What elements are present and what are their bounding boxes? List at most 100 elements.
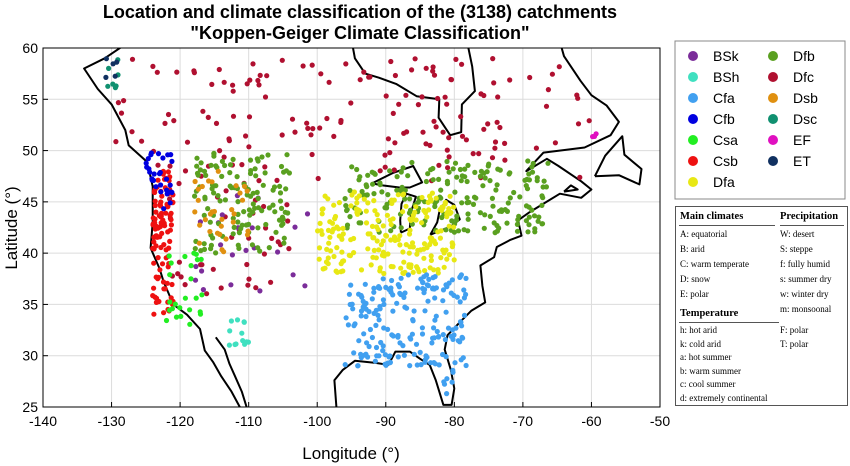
catchment-point-cfb [147,169,153,175]
catchment-point-dfc [415,102,421,108]
catchment-point-dfc [586,118,592,124]
catchment-point-dfb [472,169,478,175]
catchment-point-csa [182,295,188,301]
catchment-point-dfb [457,166,463,173]
catchment-point-dfc [545,87,552,93]
catchment-point-dfc [497,124,503,131]
catchment-point-dsb [241,183,248,189]
catchment-point-csb [156,213,162,219]
catchment-point-dfb [208,162,214,168]
catchment-point-dfb [255,245,261,251]
catchment-point-dfb [415,199,421,205]
catchment-point-cfa [449,379,455,385]
catchment-point-dfa [335,226,342,232]
catchment-point-dfc [575,121,582,127]
catchment-point-dfb [277,198,284,204]
key-main-title: Main climates [680,211,744,222]
catchment-point-dfc [419,94,425,100]
catchment-point-dfa [329,220,336,226]
catchment-point-dfc [268,279,274,285]
catchment-point-csb [152,294,158,300]
catchment-point-csb [158,244,164,251]
catchment-point-csb [168,210,174,216]
catchment-point-csb [151,239,157,245]
catchment-point-csb [162,286,168,292]
catchment-point-csb [162,223,168,229]
catchment-point-dfa [410,269,416,275]
catchment-point-dfc [286,246,292,252]
catchment-point-dfb [532,226,538,232]
catchment-point-bsk [218,242,224,248]
catchment-point-bsk [257,288,263,294]
catchment-point-dfb [465,211,471,217]
catchment-point-dfc [331,133,337,139]
catchment-point-dfb [496,225,502,231]
catchment-point-bsk [199,268,205,274]
catchment-point-dfc [155,162,161,168]
catchment-point-dfb [266,245,272,251]
catchment-point-dfa [390,216,396,222]
catchment-point-dfb [213,250,219,256]
catchment-point-dfc [481,92,487,99]
catchment-point-dfc [210,266,216,272]
catchment-point-dfc [200,108,206,114]
catchment-point-dfb [409,159,415,166]
catchment-point-cfa [364,340,370,346]
catchment-point-dfb [490,203,496,209]
catchment-point-cfa [360,304,366,310]
catchment-point-dfb [402,196,408,202]
catchment-point-cfa [422,308,428,314]
y-axis-label: Latitude (°) [2,186,21,269]
catchment-point-dfa [392,237,398,243]
catchment-point-dfb [344,225,350,231]
catchment-point-cfa [387,360,393,366]
catchment-point-dfa [351,189,357,195]
catchment-point-dfb [284,152,290,158]
catchment-point-dfb [539,221,545,227]
catchment-point-cfa [459,323,465,329]
catchment-point-dfa [388,237,394,243]
catchment-point-dfc [326,79,332,85]
catchment-point-dfb [505,200,511,206]
catchment-point-dfa [381,270,387,277]
catchment-point-cfa [450,367,456,373]
catchment-point-dsb [202,217,208,223]
catchment-point-dfc [491,80,497,86]
catchment-point-dfc [154,69,160,75]
catchment-point-dfb [359,188,365,195]
catchment-point-cfa [397,340,403,346]
catchment-point-csb [160,279,167,285]
catchment-point-dfb [514,221,521,227]
catchment-point-dfa [441,264,447,270]
catchment-point-dfa [427,235,433,241]
catchment-point-dfb [201,212,207,218]
key-precip-title: Precipitation [780,211,839,222]
catchment-point-dfa [421,241,428,247]
catchment-point-dfa [374,224,380,230]
catchment-point-cfa [350,306,356,312]
catchment-point-cfa [419,331,426,337]
catchment-point-cfa [401,294,407,300]
catchment-point-dfc [315,175,321,182]
chart-title-line-2: "Koppen-Geiger Climate Classification" [190,23,530,43]
catchment-point-dfc [230,113,237,119]
catchment-point-dfb [400,165,406,171]
catchment-point-csa [166,253,172,259]
catchment-point-dfb [529,164,535,170]
catchment-point-cfa [415,285,421,291]
catchment-point-dfa [317,220,323,226]
catchment-point-dsb [195,186,201,192]
catchment-point-dfc [459,61,465,67]
catchment-point-dfa [373,255,379,261]
catchment-point-dfa [414,251,420,257]
legend-label-dsb: Dsb [793,90,818,106]
catchment-point-bsk [290,272,296,278]
key-precip-item: s: summer dry [780,274,832,284]
catchment-point-dfb [197,167,203,173]
catchment-point-dfc [492,145,498,151]
catchment-point-dfc [176,180,182,187]
catchment-point-dfb [507,170,513,176]
catchment-point-dfc [427,142,433,148]
catchment-point-dfa [340,231,346,237]
catchment-point-csa [191,250,197,256]
